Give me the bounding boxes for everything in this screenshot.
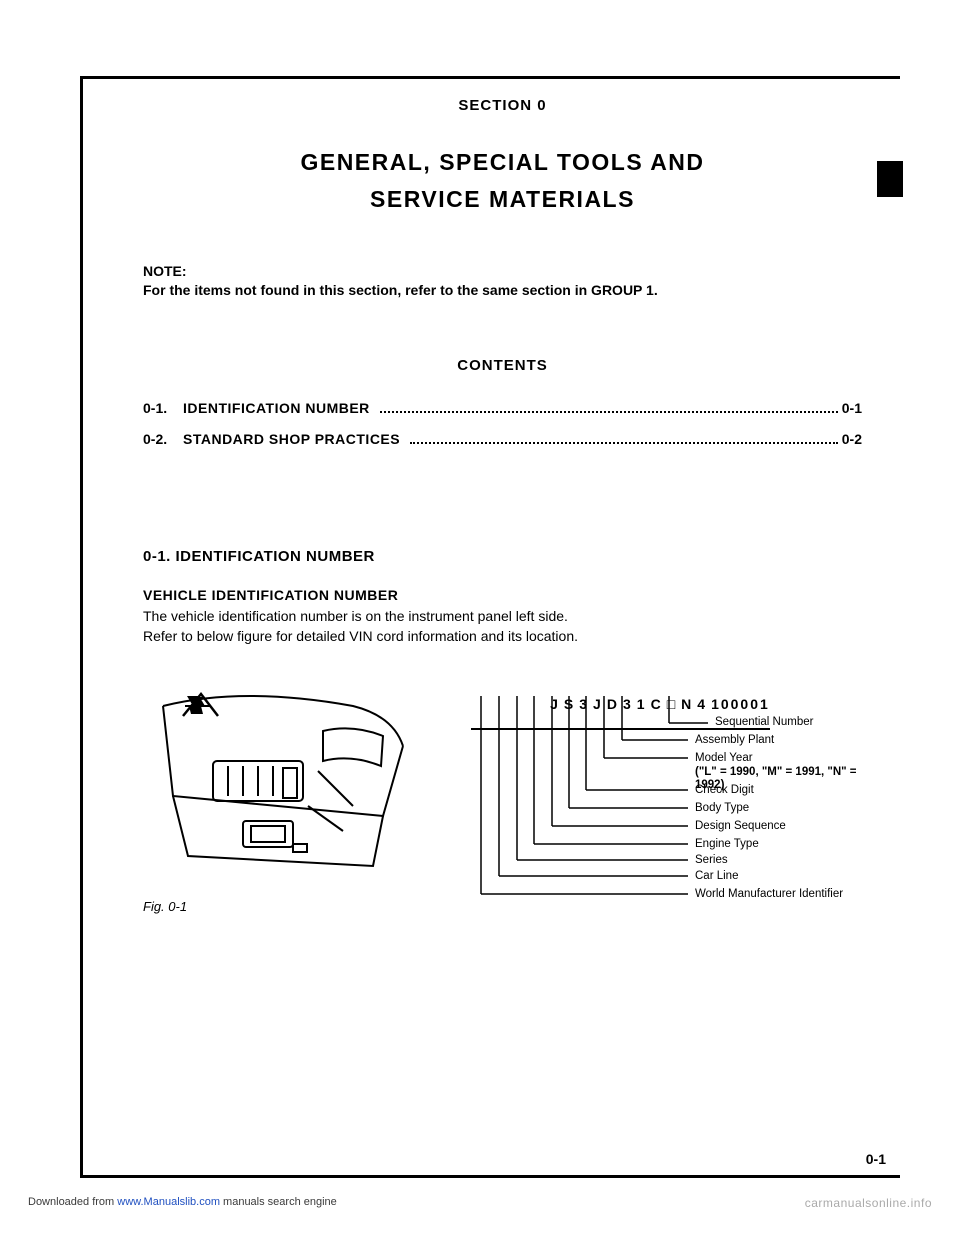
footer-watermark: carmanualsonline.info <box>805 1196 932 1210</box>
footer-text: manuals search engine <box>220 1196 337 1208</box>
vin-label: Sequential Number <box>715 716 813 729</box>
section-number: SECTION 0 <box>143 97 862 114</box>
toc-page: 0-1 <box>842 400 862 416</box>
dashboard-svg <box>143 676 419 876</box>
title-line-2: SERVICE MATERIALS <box>370 186 635 212</box>
footer-text: Downloaded from <box>28 1196 117 1208</box>
toc-page: 0-2 <box>842 431 862 447</box>
note-block: NOTE: For the items not found in this se… <box>143 262 862 301</box>
toc-title: IDENTIFICATION NUMBER <box>183 400 370 416</box>
toc-leader <box>410 442 838 444</box>
toc-row: 0-2. STANDARD SHOP PRACTICES 0-2 <box>143 431 862 448</box>
vin-label: Model Year <box>695 752 753 765</box>
section-heading: 0-1. IDENTIFICATION NUMBER <box>143 548 862 565</box>
vin-label: Design Sequence <box>695 820 786 833</box>
section-tab <box>877 161 903 197</box>
note-body: For the items not found in this section,… <box>143 281 862 301</box>
vin-label: Check Digit <box>695 784 754 797</box>
decoder-lines <box>473 696 893 916</box>
vin-label: World Manufacturer Identifier <box>695 888 843 901</box>
page-title: GENERAL, SPECIAL TOOLS AND SERVICE MATER… <box>143 144 862 218</box>
page-footer: Downloaded from www.Manualslib.com manua… <box>28 1196 932 1210</box>
title-line-1: GENERAL, SPECIAL TOOLS AND <box>300 149 704 175</box>
body-paragraph: The vehicle identification number is on … <box>143 606 862 647</box>
table-of-contents: 0-1. IDENTIFICATION NUMBER 0-1 0-2. STAN… <box>143 400 862 448</box>
footer-link[interactable]: www.Manualslib.com <box>117 1196 220 1208</box>
figure-caption: Fig. 0-1 <box>143 899 419 914</box>
subsection-heading: VEHICLE IDENTIFICATION NUMBER <box>143 587 862 603</box>
page-number: 0-1 <box>866 1151 886 1167</box>
vin-label: Car Line <box>695 870 738 883</box>
body-line: Refer to below figure for detailed VIN c… <box>143 628 578 644</box>
toc-leader <box>380 411 838 413</box>
body-line: The vehicle identification number is on … <box>143 608 568 624</box>
dashboard-illustration: Fig. 0-1 <box>143 676 419 914</box>
vin-label: Series <box>695 854 728 867</box>
toc-number: 0-2. <box>143 431 183 447</box>
vin-label: Body Type <box>695 802 749 815</box>
toc-row: 0-1. IDENTIFICATION NUMBER 0-1 <box>143 400 862 417</box>
contents-heading: CONTENTS <box>143 357 862 374</box>
vin-label: Assembly Plant <box>695 734 774 747</box>
footer-left: Downloaded from www.Manualslib.com manua… <box>28 1196 337 1210</box>
note-label: NOTE: <box>143 262 862 282</box>
figure-area: Fig. 0-1 JS3JD31C□N4100001 Sequential Nu… <box>143 676 862 914</box>
toc-title: STANDARD SHOP PRACTICES <box>183 431 400 447</box>
vin-label: Engine Type <box>695 838 759 851</box>
toc-number: 0-1. <box>143 400 183 416</box>
manual-page: SECTION 0 GENERAL, SPECIAL TOOLS AND SER… <box>80 76 900 1178</box>
